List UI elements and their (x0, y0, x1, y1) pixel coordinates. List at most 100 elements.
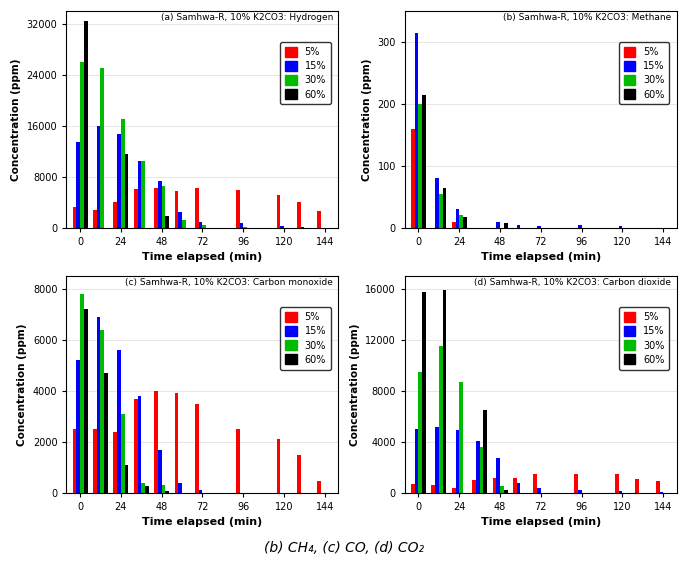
Bar (178, 482, 182, 493)
Bar (472, 480, 476, 493)
Bar (162, 186, 165, 228)
Bar (460, 382, 463, 493)
Legend: 5%, 15%, 30%, 60%: 5%, 15%, 30%, 60% (280, 42, 331, 104)
Bar (656, 481, 660, 493)
X-axis label: Time elapsed (min): Time elapsed (min) (481, 252, 601, 263)
Bar (439, 346, 442, 493)
Bar (484, 410, 487, 493)
Bar (411, 128, 415, 228)
Bar (280, 226, 284, 228)
Bar (93, 429, 97, 493)
Bar (504, 223, 508, 228)
Bar (422, 292, 426, 493)
Bar (117, 350, 121, 493)
Bar (202, 225, 206, 228)
Bar (277, 439, 280, 493)
Bar (154, 391, 158, 493)
Bar (317, 211, 321, 228)
Bar (517, 482, 521, 493)
Bar (244, 227, 247, 228)
Legend: 5%, 15%, 30%, 60%: 5%, 15%, 30%, 60% (280, 307, 331, 370)
Bar (452, 488, 455, 493)
Bar (133, 398, 138, 493)
Bar (455, 209, 460, 228)
Bar (513, 477, 517, 493)
Bar (141, 161, 145, 228)
Bar (145, 486, 149, 493)
Bar (97, 126, 100, 228)
Text: (d) Samhwa-R, 10% K2CO3: Carbon dioxide: (d) Samhwa-R, 10% K2CO3: Carbon dioxide (475, 278, 671, 287)
Bar (236, 190, 239, 228)
Bar (182, 220, 186, 228)
Bar (165, 491, 169, 493)
Bar (84, 309, 87, 493)
Bar (236, 429, 239, 493)
Bar (178, 213, 182, 228)
Y-axis label: Concentration (ppm): Concentration (ppm) (362, 58, 372, 181)
Bar (418, 104, 422, 228)
Bar (76, 360, 80, 493)
Bar (158, 181, 162, 228)
X-axis label: Time elapsed (min): Time elapsed (min) (481, 517, 601, 527)
Y-axis label: Concentration (ppm): Concentration (ppm) (11, 58, 21, 181)
Bar (422, 95, 426, 228)
Bar (435, 426, 439, 493)
Bar (80, 294, 84, 493)
Y-axis label: Concentration (ppm): Concentration (ppm) (17, 323, 28, 446)
Bar (175, 191, 178, 228)
Bar (493, 477, 496, 493)
Legend: 5%, 15%, 30%, 60%: 5%, 15%, 30%, 60% (619, 307, 669, 370)
Bar (442, 290, 447, 493)
Bar (97, 317, 100, 493)
Bar (114, 203, 117, 228)
Bar (578, 226, 581, 228)
Bar (660, 491, 663, 493)
Bar (496, 458, 500, 493)
Bar (480, 447, 484, 493)
Text: (a) Samhwa-R, 10% K2CO3: Hydrogen: (a) Samhwa-R, 10% K2CO3: Hydrogen (160, 13, 333, 22)
Bar (195, 188, 199, 228)
X-axis label: Time elapsed (min): Time elapsed (min) (142, 517, 263, 527)
Bar (415, 429, 418, 493)
Text: (b) Samhwa-R, 10% K2CO3: Methane: (b) Samhwa-R, 10% K2CO3: Methane (503, 13, 671, 22)
Bar (239, 223, 244, 228)
Bar (100, 330, 104, 493)
Bar (317, 481, 321, 493)
Bar (500, 486, 504, 493)
Bar (141, 482, 145, 493)
Bar (619, 226, 623, 228)
Bar (104, 373, 108, 493)
Bar (133, 189, 138, 228)
Bar (297, 201, 301, 228)
Bar (199, 222, 202, 228)
Bar (574, 473, 578, 493)
Bar (76, 142, 80, 228)
Bar (80, 62, 84, 228)
Bar (195, 404, 199, 493)
Bar (301, 227, 305, 228)
Bar (277, 195, 280, 228)
Bar (452, 222, 455, 228)
Bar (138, 162, 141, 228)
Bar (517, 226, 521, 228)
Bar (435, 178, 439, 228)
Bar (636, 479, 639, 493)
Bar (199, 490, 202, 493)
Bar (533, 473, 537, 493)
Bar (138, 396, 141, 493)
Bar (411, 484, 415, 493)
Bar (537, 226, 541, 228)
Y-axis label: Concentration (ppm): Concentration (ppm) (350, 323, 360, 446)
Bar (615, 473, 619, 493)
Bar (84, 21, 87, 228)
Bar (578, 490, 581, 493)
Text: (b) CH₄, (c) CO, (d) CO₂: (b) CH₄, (c) CO, (d) CO₂ (264, 541, 424, 555)
Bar (114, 432, 117, 493)
Bar (100, 68, 104, 228)
Bar (460, 215, 463, 228)
Bar (496, 222, 500, 228)
Bar (418, 372, 422, 493)
Bar (431, 485, 435, 493)
Bar (619, 491, 623, 493)
Bar (93, 210, 97, 228)
